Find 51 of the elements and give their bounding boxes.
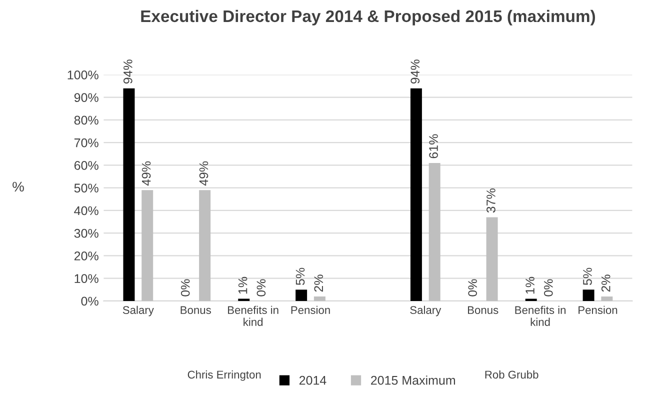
y-tick-label: 60% xyxy=(74,161,98,170)
y-tick-label: 40% xyxy=(74,206,98,216)
data-label: 2% xyxy=(314,274,323,292)
y-axis-title: % xyxy=(12,182,24,192)
x-tick-label: Pension xyxy=(578,306,618,314)
y-tick-label: 20% xyxy=(74,252,98,260)
data-label: 0% xyxy=(468,279,478,296)
bar xyxy=(296,290,308,301)
y-tick-label: 10% xyxy=(74,274,98,284)
y-tick-label: 30% xyxy=(74,228,98,238)
data-label: 94% xyxy=(410,60,420,84)
bar xyxy=(123,88,135,301)
data-label: 49% xyxy=(142,161,151,186)
bar xyxy=(142,190,154,301)
legend-label: 2015 Maximum xyxy=(371,376,456,385)
y-tick-label: 50% xyxy=(74,184,98,193)
data-label: 37% xyxy=(486,188,496,213)
chart-title: Executive Director Pay 2014 & Proposed 2015 (maximum) xyxy=(141,10,596,26)
x-tick-label: Bonus xyxy=(180,306,211,314)
x-tick-label: Salary xyxy=(410,306,442,316)
x-tick-label: Benefits in kind xyxy=(228,306,278,326)
data-label: 0% xyxy=(544,279,553,296)
bar xyxy=(410,88,422,301)
bar xyxy=(582,290,594,301)
x-tick-label: Pension xyxy=(291,306,330,314)
bar xyxy=(428,162,440,301)
data-label: 0% xyxy=(180,279,190,296)
y-tick-label: 70% xyxy=(74,138,98,148)
text: Chris Errington xyxy=(188,370,261,381)
data-label: 49% xyxy=(199,161,208,186)
x-tick-label: Bonus xyxy=(468,306,498,314)
y-tick-label: 90% xyxy=(74,93,98,102)
x-tick-label: Salary xyxy=(122,306,154,316)
data-label: 5% xyxy=(583,268,592,285)
data-label: 5% xyxy=(296,268,305,285)
bar xyxy=(314,296,326,301)
bar xyxy=(486,217,498,301)
legend-label: 2014 xyxy=(299,376,326,385)
data-label: 1% xyxy=(238,276,248,294)
data-label: 61% xyxy=(429,134,438,158)
data-label: 1% xyxy=(526,276,534,294)
bar xyxy=(199,190,211,301)
text: Rob Grubb xyxy=(485,370,538,379)
data-label: 94% xyxy=(123,60,132,84)
y-tick-label: 80% xyxy=(74,116,98,125)
bar xyxy=(601,296,613,301)
y-tick-label: 0% xyxy=(81,296,98,306)
data-label: 0% xyxy=(256,279,266,296)
data-label: 2% xyxy=(601,274,610,292)
x-tick-label: Benefits in kind xyxy=(515,306,566,326)
y-tick-label: 100% xyxy=(68,70,98,80)
